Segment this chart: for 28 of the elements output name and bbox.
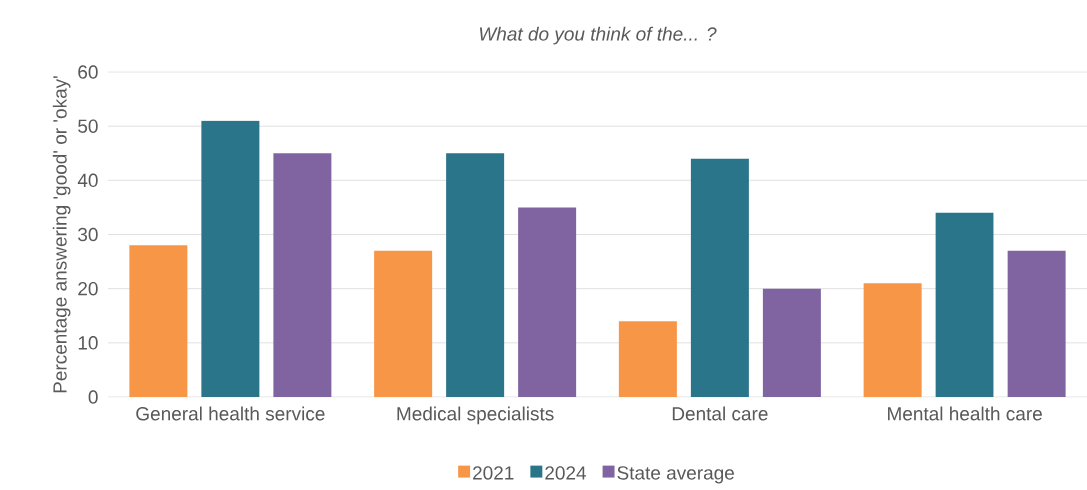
legend-label: State average — [617, 466, 734, 484]
y-tick-label: 30 — [78, 227, 98, 242]
chart-title: What do you think of the... ? — [479, 26, 717, 45]
bar — [935, 212, 994, 397]
bar — [618, 321, 677, 397]
y-tick-label: 60 — [78, 65, 98, 79]
bar — [201, 120, 260, 397]
bar — [762, 288, 821, 397]
bar — [374, 250, 433, 397]
x-tick-label: Mental health care — [888, 406, 1042, 421]
x-tick-label: Medical specialists — [397, 406, 554, 425]
y-tick-label: 20 — [78, 281, 98, 296]
y-tick-label: 40 — [77, 173, 98, 188]
bar — [863, 283, 922, 397]
x-tick-label: Dental care — [672, 406, 768, 421]
bar — [690, 158, 749, 397]
bar — [129, 245, 188, 397]
bar — [1007, 250, 1066, 397]
legend-label: 2024 — [545, 466, 587, 480]
bar — [273, 153, 332, 397]
y-tick-label: 10 — [78, 336, 98, 350]
y-tick-label: 50 — [78, 119, 98, 133]
bar — [446, 153, 505, 397]
y-axis-title: Percentage answering 'good' or 'okay' — [52, 76, 71, 393]
legend-label: 2021 — [473, 466, 514, 480]
bar — [518, 207, 577, 397]
x-tick-label: General health service — [136, 406, 325, 421]
y-tick-label: 0 — [88, 390, 98, 404]
